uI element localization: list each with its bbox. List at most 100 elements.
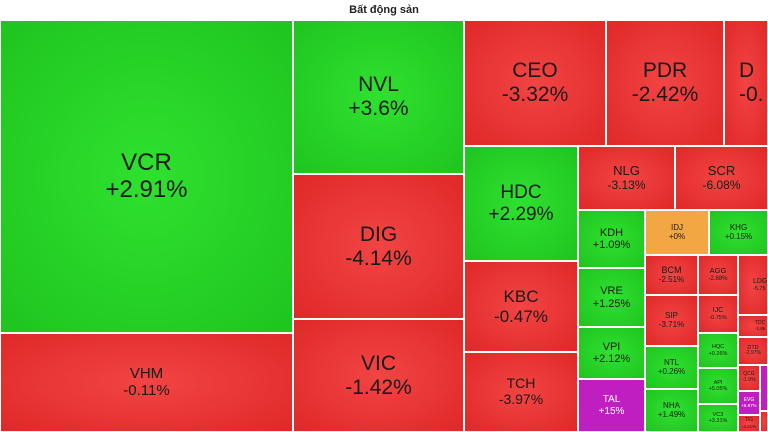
stock-tile-kdh[interactable]: KDH +1.09% <box>578 210 645 268</box>
stock-symbol: AGG <box>709 266 727 276</box>
stock-change: +3.31% <box>708 418 728 424</box>
stock-change: -1.9% <box>742 377 756 383</box>
stock-tile-vc3[interactable]: VC3 +3.31% <box>698 404 738 432</box>
stock-tile-hqc[interactable]: HQC +0.26% <box>698 333 738 368</box>
stock-symbol: SCR <box>707 163 736 178</box>
stock-change: +5.05% <box>708 386 728 392</box>
stock-tile-agg[interactable]: AGG -2.88% <box>698 255 738 295</box>
stock-change: +0.26% <box>708 350 728 357</box>
stock-tile-tig[interactable]: TIG -4.21% <box>738 415 760 432</box>
stock-symbol: EVG <box>743 396 755 403</box>
stock-tile-idj[interactable]: IDJ +0% <box>645 210 709 255</box>
stock-symbol: VRE <box>600 285 623 298</box>
stock-change: -3.71% <box>658 319 685 329</box>
stock-change: +1.09% <box>592 239 631 251</box>
stock-tile-api[interactable]: API +5.05% <box>698 368 738 404</box>
stock-tile-vpi[interactable]: VPI +2.12% <box>578 327 645 379</box>
stock-symbol: LDG <box>753 278 768 285</box>
sector-treemap: VCR +2.91% VHM -0.11% NVL +3.6% DIG -4.1… <box>0 20 768 432</box>
stock-symbol: TCH <box>506 375 536 392</box>
stock-change: +1.49% <box>657 409 686 419</box>
stock-tile-nlg[interactable]: NLG -3.13% <box>578 146 675 210</box>
stock-symbol: VCR <box>121 148 172 176</box>
stock-symbol: VHM <box>129 364 164 382</box>
stock-change: -6.08% <box>702 177 741 192</box>
stock-tile-nvl[interactable]: NVL +3.6% <box>293 20 464 174</box>
stock-symbol: HQC <box>711 344 725 351</box>
stock-change: -1.42% <box>345 375 412 399</box>
stock-tile-ijc[interactable]: IJC -0.75% <box>698 295 738 333</box>
stock-change: +0.26% <box>657 366 686 376</box>
stock-tile-vhm[interactable]: VHM -0.11% <box>0 333 293 432</box>
stock-symbol: PDR <box>642 59 688 83</box>
stock-change: +3.6% <box>348 97 409 120</box>
stock-symbol: NHA <box>663 400 680 410</box>
stock-change: -0.47% <box>494 306 548 326</box>
stock-tile-bcm[interactable]: BCM -2.51% <box>645 255 698 295</box>
stock-tile-ceo[interactable]: CEO -3.32% <box>464 20 606 146</box>
stock-symbol: BCM <box>661 265 682 276</box>
stock-change: +1.25% <box>592 297 631 310</box>
stock-change: -2.42% <box>631 83 699 106</box>
stock-change: -3.32% <box>501 83 569 106</box>
stock-change: -2.88% <box>708 275 728 282</box>
stock-tile-vre[interactable]: VRE +1.25% <box>578 268 645 327</box>
stock-change: -2.51% <box>658 274 685 284</box>
stock-symbol: TDC <box>755 319 766 326</box>
stock-tile-sip[interactable]: SIP -3.71% <box>645 295 698 346</box>
stock-change: +2.91% <box>105 175 188 203</box>
stock-tile-ldg[interactable]: LDG -5.75 <box>738 255 768 315</box>
stock-symbol: SIP <box>665 310 678 320</box>
stock-change: -4.21% <box>741 423 757 429</box>
stock-symbol: IJC <box>712 307 724 314</box>
stock-tile-qcg[interactable]: QCG -1.9% <box>738 365 760 391</box>
stock-tile-partial-ceiling[interactable] <box>760 365 768 411</box>
stock-symbol: NVL <box>358 73 399 97</box>
stock-change: -1.86 <box>755 326 766 332</box>
stock-tile-tdc[interactable]: TDC -1.86 <box>738 315 768 337</box>
stock-tile-vcr[interactable]: VCR +2.91% <box>0 20 293 333</box>
stock-symbol: KBC <box>503 287 539 307</box>
stock-change: +15% <box>598 405 625 417</box>
stock-symbol: DIG <box>359 222 398 246</box>
stock-change: +0% <box>668 231 686 241</box>
stock-change: -3.13% <box>607 177 646 192</box>
stock-symbol: KDH <box>599 226 624 239</box>
stock-change: -3.97% <box>498 391 544 407</box>
stock-tile-d-partial[interactable]: D -0. <box>724 20 768 146</box>
stock-symbol: DTD <box>747 345 759 352</box>
stock-change: -0.11% <box>123 381 170 399</box>
stock-symbol: VPI <box>602 340 621 353</box>
stock-symbol: CEO <box>512 59 558 83</box>
stock-tile-scr[interactable]: SCR -6.08% <box>675 146 768 210</box>
stock-symbol: HDC <box>500 182 542 204</box>
stock-tile-tal[interactable]: TAL +15% <box>578 379 645 432</box>
stock-tile-khg[interactable]: KHG +0.15% <box>709 210 768 255</box>
stock-tile-dig[interactable]: DIG -4.14% <box>293 174 464 319</box>
stock-change: -5.75 <box>753 285 766 292</box>
stock-tile-hdc[interactable]: HDC +2.29% <box>464 146 578 261</box>
stock-symbol: KHG <box>729 222 748 232</box>
stock-tile-pdr[interactable]: PDR -2.42% <box>606 20 724 146</box>
stock-symbol: QCG <box>743 371 755 378</box>
stock-change: -2.97% <box>745 350 761 357</box>
stock-tile-tch[interactable]: TCH -3.97% <box>464 352 578 432</box>
stock-tile-kbc[interactable]: KBC -0.47% <box>464 261 578 352</box>
stock-symbol: API <box>713 379 723 386</box>
stock-tile-partial-red[interactable] <box>760 411 768 432</box>
stock-symbol: TIG <box>744 417 754 424</box>
stock-tile-vic[interactable]: VIC -1.42% <box>293 319 464 432</box>
stock-symbol: NLG <box>613 163 640 178</box>
stock-symbol: IDJ <box>671 222 683 232</box>
stock-change: -0.75% <box>709 314 727 321</box>
treemap-title: Bất động sản <box>349 4 419 16</box>
stock-tile-dtd[interactable]: DTD -2.97% <box>738 337 768 365</box>
stock-change: +6.97% <box>741 403 757 409</box>
stock-symbol: VC3 <box>712 411 724 418</box>
stock-symbol: NTL <box>663 357 680 367</box>
stock-symbol: VIC <box>360 351 396 375</box>
stock-change: +0.15% <box>724 231 753 241</box>
stock-tile-ntl[interactable]: NTL +0.26% <box>645 346 698 389</box>
stock-tile-evg[interactable]: EVG +6.97% <box>738 391 760 415</box>
stock-tile-nha[interactable]: NHA +1.49% <box>645 389 698 432</box>
